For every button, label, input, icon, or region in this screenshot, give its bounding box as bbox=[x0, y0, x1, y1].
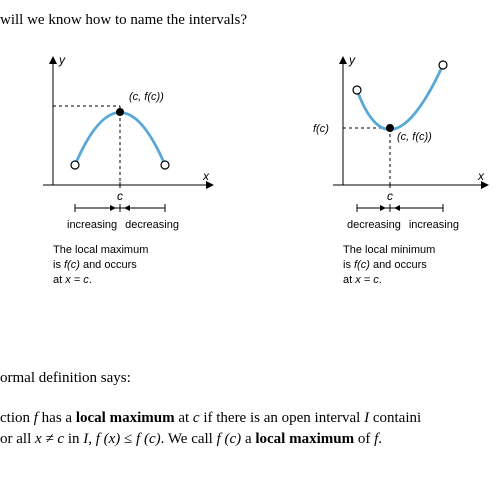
x-axis-label: x bbox=[477, 169, 485, 183]
left-caption: The local maximum is f(c) and occurs at … bbox=[25, 243, 195, 288]
definition-block: ction f has a local maximum at c if ther… bbox=[0, 408, 500, 450]
label-increasing-right: increasing bbox=[409, 219, 459, 231]
top-question: will we know how to name the intervals? bbox=[0, 12, 247, 29]
local-min-svg: y x f(c) (c, f(c)) c bbox=[285, 50, 495, 215]
figure-local-min: y x f(c) (c, f(c)) c bbox=[285, 50, 485, 355]
y-axis-label: y bbox=[348, 53, 356, 67]
cap-line3-right: at x = c. bbox=[343, 273, 455, 288]
cap-line3: at x = c. bbox=[53, 273, 195, 288]
c-tick: c bbox=[117, 189, 123, 203]
cap-line2: is f(c) and occurs bbox=[53, 258, 195, 273]
label-decreasing-right: decreasing bbox=[347, 219, 401, 231]
def-line2: or all x ≠ c in I, f (x) ≤ f (c). We cal… bbox=[0, 429, 500, 450]
figures-row: y x (c, f(c)) c bbox=[0, 50, 500, 355]
max-point-label: (c, f(c)) bbox=[129, 91, 164, 103]
min-point-label: (c, f(c)) bbox=[397, 131, 432, 143]
left-interval-labels: increasing decreasing bbox=[25, 219, 225, 231]
label-decreasing: decreasing bbox=[125, 219, 179, 231]
cap-line1-right: The local minimum bbox=[343, 243, 455, 258]
x-axis-label: x bbox=[202, 169, 210, 183]
cap-line2-right: is f(c) and occurs bbox=[343, 258, 455, 273]
right-interval-labels: decreasing increasing bbox=[285, 219, 485, 231]
c-tick-right: c bbox=[387, 189, 393, 203]
def-line1: ction f has a local maximum at c if ther… bbox=[0, 408, 500, 429]
mid-line: ormal definition says: bbox=[0, 370, 131, 387]
y-axis-label: y bbox=[58, 53, 66, 67]
figure-local-max: y x (c, f(c)) c bbox=[25, 50, 225, 355]
label-increasing: increasing bbox=[67, 219, 117, 231]
cap-line1: The local maximum bbox=[53, 243, 195, 258]
fc-label: f(c) bbox=[313, 123, 329, 135]
right-caption: The local minimum is f(c) and occurs at … bbox=[285, 243, 455, 288]
local-max-svg: y x (c, f(c)) c bbox=[25, 50, 225, 215]
